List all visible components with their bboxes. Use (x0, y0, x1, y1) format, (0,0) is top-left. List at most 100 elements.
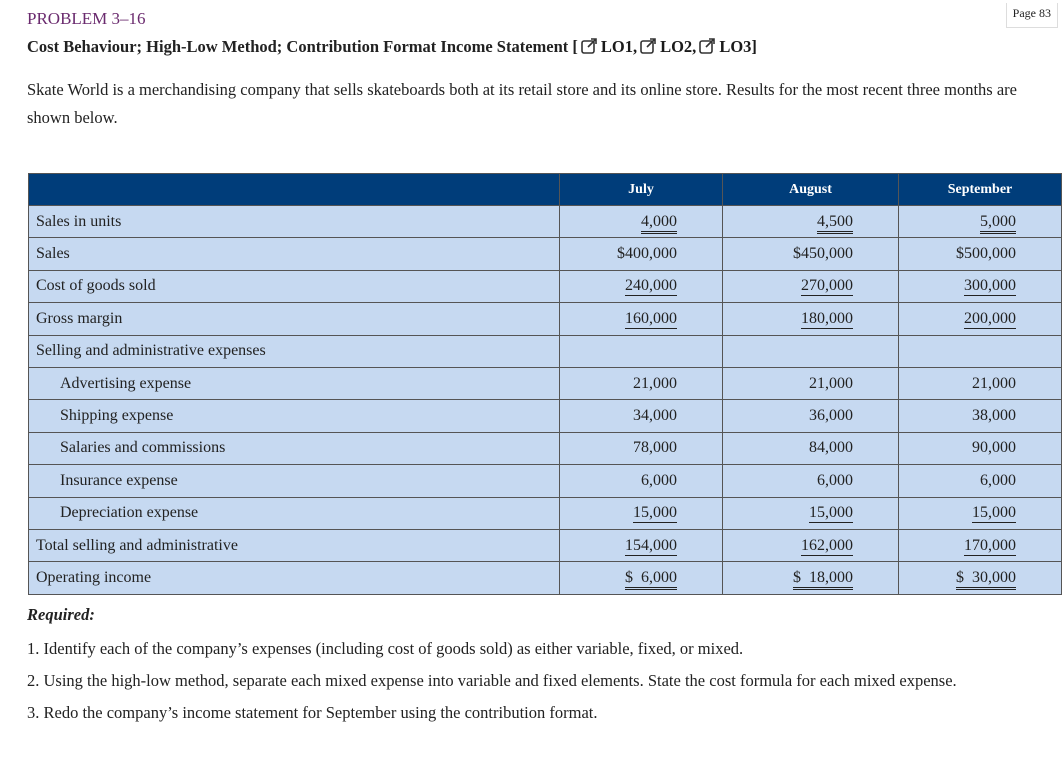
value-cell: 180,000 (722, 302, 899, 336)
row-label: Advertising expense (28, 366, 560, 401)
value-cell: 15,000 (559, 496, 723, 530)
value-cell: 21,000 (559, 366, 723, 401)
value-cell: 15,000 (898, 496, 1062, 530)
cell-value: 160,000 (625, 309, 677, 329)
learning-objective-link[interactable]: LO1, (581, 37, 637, 56)
value-cell: $ 6,000 (559, 561, 723, 595)
link-icon (581, 38, 597, 54)
cell-value: 200,000 (964, 309, 1016, 329)
cell-value: 6,000 (817, 471, 853, 489)
cell-value: 6,000 (980, 471, 1016, 489)
cell-value: $ 6,000 (625, 568, 677, 590)
value-cell: 162,000 (722, 528, 899, 563)
table-row: Salaries and commissions 78,000 84,000 90,0… (28, 431, 1062, 466)
cell-value: $ 18,000 (793, 568, 853, 590)
row-label: Cost of goods sold (28, 269, 560, 304)
cell-value: 270,000 (801, 277, 853, 297)
cell-value: 84,000 (809, 439, 853, 457)
table-row: Cost of goods sold 240,000 270,000 300,000 (28, 269, 1062, 304)
cell-value: 38,000 (972, 407, 1016, 425)
cell-value: 36,000 (809, 407, 853, 425)
cell-value: $ 30,000 (956, 568, 1016, 590)
cell-value: 5,000 (980, 212, 1016, 234)
cell-value: 300,000 (964, 277, 1016, 297)
table-row: Depreciation expense 15,000 15,000 15,000 (28, 496, 1062, 530)
cell-value: 90,000 (972, 439, 1016, 457)
table-row: Operating income $ 6,000 $ 18,000 $ 30,000 (28, 561, 1062, 595)
learning-objective-text: LO3] (719, 37, 757, 56)
problem-number: PROBLEM 3–16 (27, 9, 146, 28)
heading-text: Cost Behaviour; High-Low Method; Contrib… (27, 37, 578, 56)
cell-value: $450,000 (793, 245, 853, 263)
value-cell: $ 18,000 (722, 561, 899, 595)
column-header: July (559, 173, 723, 206)
header-cell (28, 173, 560, 206)
link-icon (699, 38, 716, 54)
cell-value: 162,000 (801, 536, 853, 556)
row-label: Operating income (28, 561, 560, 595)
value-cell (722, 334, 899, 368)
cell-value: 21,000 (809, 374, 853, 392)
required-item: 1. Identify each of the company’s expens… (27, 639, 744, 658)
value-cell: 36,000 (722, 399, 899, 433)
learning-objective-link[interactable]: LO3] (699, 37, 757, 56)
cell-value: 15,000 (972, 504, 1016, 524)
heading: Cost Behaviour; High-Low Method; Contrib… (27, 37, 757, 57)
required-item: 2. Using the high-low method, separate e… (27, 671, 957, 690)
value-cell (898, 334, 1062, 368)
page-label: Page 83 (1005, 3, 1058, 28)
table-row: Insurance expense 6,000 6,000 6,000 (28, 464, 1062, 498)
row-label: Depreciation expense (28, 496, 560, 530)
column-header: August (722, 173, 899, 206)
cell-value: 21,000 (633, 374, 677, 392)
cell-value: 15,000 (809, 504, 853, 524)
value-cell: 84,000 (722, 431, 899, 466)
value-cell: 4,500 (722, 204, 899, 239)
column-header: September (898, 173, 1062, 206)
value-cell: 15,000 (722, 496, 899, 530)
value-cell: 21,000 (722, 366, 899, 401)
table-row: Selling and administrative expenses (28, 334, 1062, 368)
value-cell: 6,000 (559, 464, 723, 498)
row-label: Shipping expense (28, 399, 560, 433)
learning-objective-link[interactable]: LO2, (640, 37, 696, 56)
value-cell: $500,000 (898, 237, 1062, 271)
table-row: Advertising expense 21,000 21,000 21,000 (28, 366, 1062, 401)
header-row: July August September (28, 173, 1062, 206)
value-cell: 160,000 (559, 302, 723, 336)
table-row: Total selling and administrative 154,000 1… (28, 528, 1062, 563)
cell-value: 180,000 (801, 309, 853, 329)
data-table: July August September Sales in units 4,000 4,… (28, 173, 1062, 595)
table-row: Sales in units 4,000 4,500 5,000 (28, 204, 1062, 239)
cell-value: $500,000 (956, 245, 1016, 263)
cell-value: 154,000 (625, 536, 677, 556)
value-cell: 38,000 (898, 399, 1062, 433)
required: Required: 1. Identify each of the compan… (27, 605, 1037, 731)
value-cell: 4,000 (559, 204, 723, 239)
row-label: Salaries and commissions (28, 431, 560, 466)
cell-value: 6,000 (641, 471, 677, 489)
value-cell: 300,000 (898, 269, 1062, 304)
row-label: Sales in units (28, 204, 560, 239)
table-row: Sales $400,000 $450,000 $500,000 (28, 237, 1062, 271)
value-cell: 270,000 (722, 269, 899, 304)
value-cell: 6,000 (722, 464, 899, 498)
table-row: Shipping expense 34,000 36,000 38,000 (28, 399, 1062, 433)
row-label: Insurance expense (28, 464, 560, 498)
value-cell: 21,000 (898, 366, 1062, 401)
cell-value: 15,000 (633, 504, 677, 524)
row-label: Total selling and administrative (28, 528, 560, 563)
cell-value: 240,000 (625, 277, 677, 297)
row-label: Selling and administrative expenses (28, 334, 560, 368)
learning-objective-text: LO2, (660, 37, 697, 56)
value-cell: 5,000 (898, 204, 1062, 239)
cell-value: 21,000 (972, 374, 1016, 392)
row-label: Sales (28, 237, 560, 271)
value-cell (559, 334, 723, 368)
learning-objective-text: LO1, (600, 37, 638, 56)
value-cell: 78,000 (559, 431, 723, 466)
link-icon (640, 38, 656, 54)
row-label: Gross margin (28, 302, 560, 336)
value-cell: 240,000 (559, 269, 723, 304)
